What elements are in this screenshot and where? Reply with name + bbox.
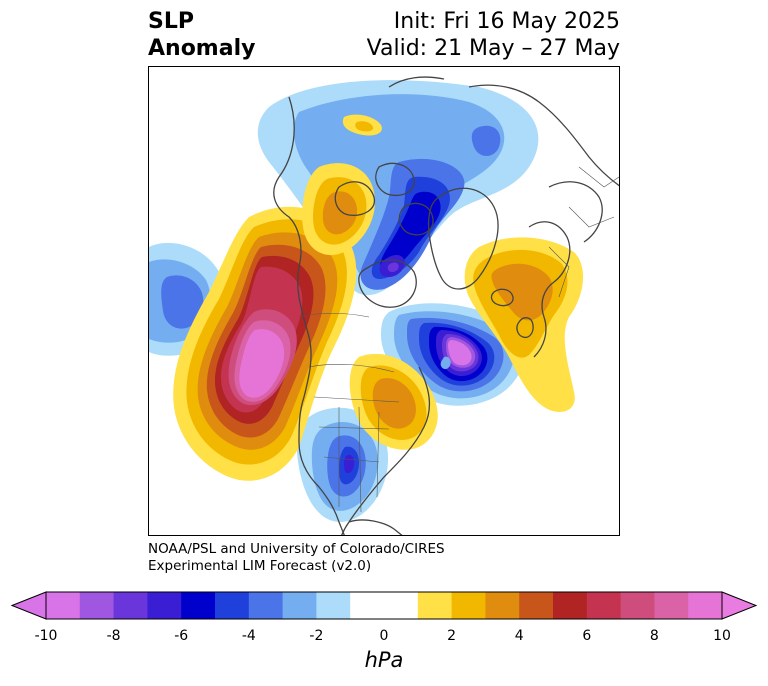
colorbar-tick-label: 4 <box>514 628 524 644</box>
colorbar-outline <box>45 591 723 620</box>
colorbar-swatch <box>688 592 723 619</box>
colorbar-under-extend <box>10 591 47 620</box>
colorbar-tick-label: 8 <box>649 628 659 644</box>
map-title: SLP Anomaly <box>148 8 255 62</box>
colorbar-unit-label: hPa <box>364 648 404 672</box>
colorbar-swatch <box>282 592 317 619</box>
colorbar <box>10 591 758 620</box>
slp-anomaly-map <box>148 66 620 536</box>
colorbar-over-extend <box>721 591 758 620</box>
colorbar-tick-label: -6 <box>174 628 189 644</box>
credit-text: NOAA/PSL and University of Colorado/CIRE… <box>148 541 445 575</box>
colorbar-swatch <box>519 592 554 619</box>
colorbar-tick-label: -2 <box>309 628 324 644</box>
colorbar-tick-label: 6 <box>582 628 592 644</box>
anomaly-europe-positive <box>464 237 584 412</box>
colorbar-swatch <box>248 592 284 619</box>
colorbar-swatch <box>451 592 486 619</box>
credit-line-2: Experimental LIM Forecast (v2.0) <box>148 558 372 574</box>
colorbar-swatch <box>620 592 655 619</box>
colorbar-swatch <box>485 592 520 619</box>
political-borders <box>298 166 619 513</box>
colorbar-swatch <box>553 592 588 619</box>
coastlines <box>273 76 619 535</box>
colorbar-swatch <box>417 592 453 619</box>
colorbar-swatch <box>113 592 148 619</box>
anomaly-labrador-negative <box>381 303 526 406</box>
colorbar-swatch <box>350 592 385 619</box>
anomaly-ne-pacific-positive <box>173 206 357 481</box>
init-date: Init: Fri 16 May 2025 <box>393 9 620 34</box>
colorbar-tick-label: 10 <box>713 628 731 644</box>
colorbar-tick-label: 0 <box>379 628 389 644</box>
colorbar-tick-label: -8 <box>106 628 121 644</box>
colorbar-swatch <box>316 592 351 619</box>
valid-range: Valid: 21 May – 27 May <box>366 36 620 61</box>
colorbar-swatch <box>215 592 250 619</box>
colorbar-swatch <box>46 592 81 619</box>
colorbar-tick-label: 2 <box>447 628 457 644</box>
colorbar-swatch <box>384 592 419 619</box>
forecast-dates: Init: Fri 16 May 2025 Valid: 21 May – 27… <box>367 8 620 62</box>
title-variable: SLP <box>148 9 194 34</box>
colorbar-swatch <box>147 592 182 619</box>
map-canvas <box>149 76 619 535</box>
colorbar-tick-label: -4 <box>241 628 256 644</box>
colorbar-swatch <box>79 592 115 619</box>
colorbar-tick-label: -10 <box>34 628 58 644</box>
colorbar-swatch <box>586 592 622 619</box>
title-variable-type: Anomaly <box>148 36 256 61</box>
colorbar-swatch <box>654 592 689 619</box>
credit-line-1: NOAA/PSL and University of Colorado/CIRE… <box>148 541 445 557</box>
anomaly-central-us-negative <box>296 407 389 522</box>
colorbar-swatch <box>181 592 216 619</box>
